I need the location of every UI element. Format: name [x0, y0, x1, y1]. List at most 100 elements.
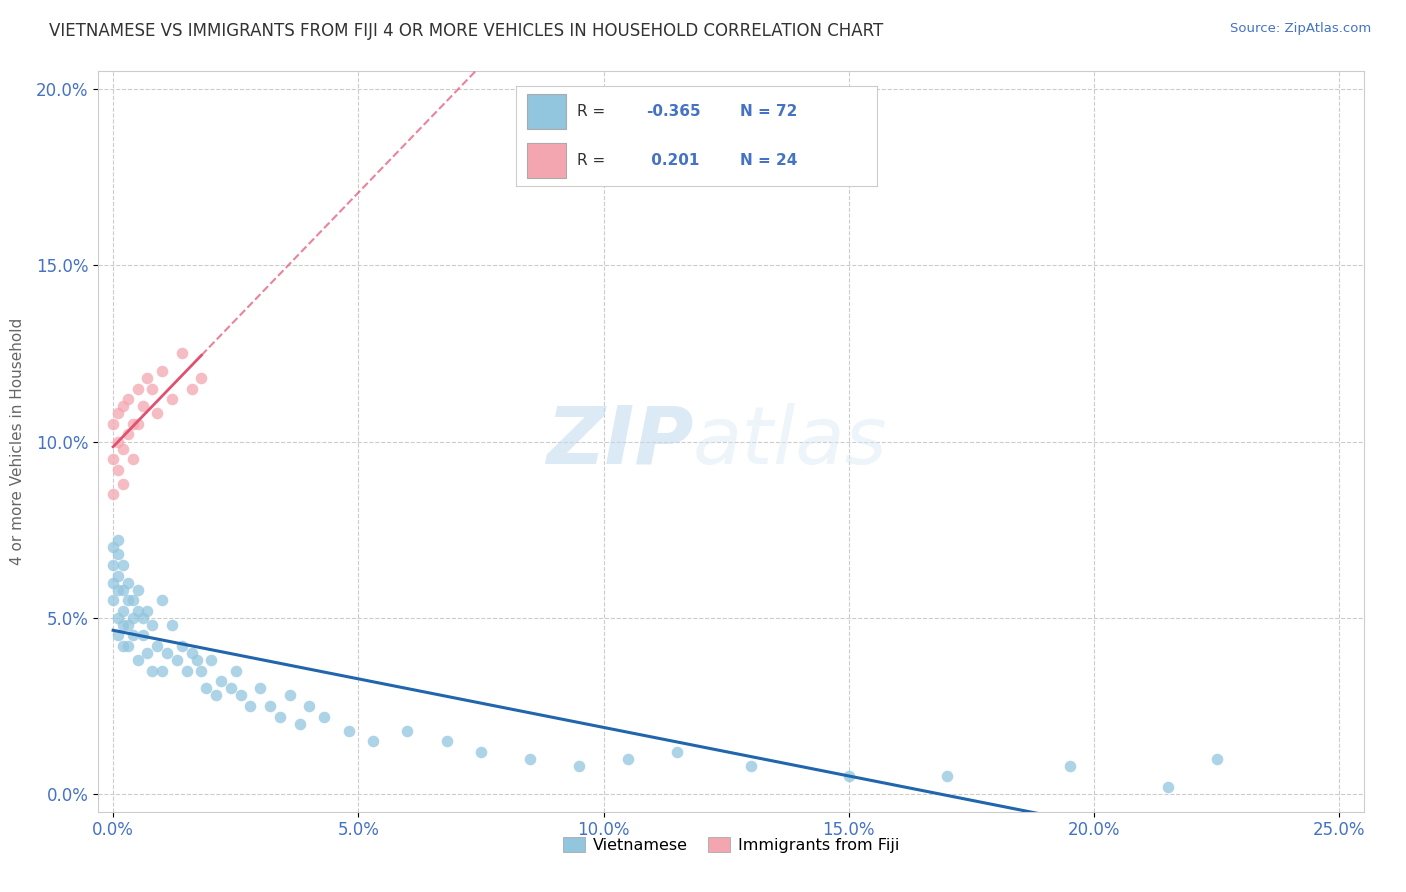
Point: [249, 681, 271, 696]
Point: [117, 575, 139, 590]
Point: [107, 628, 129, 642]
Point: [239, 698, 262, 713]
Point: [195, 681, 218, 696]
Point: [121, 593, 143, 607]
Point: [111, 558, 134, 572]
Point: [146, 406, 169, 420]
Point: [107, 434, 129, 449]
Point: [288, 716, 311, 731]
Point: [136, 604, 159, 618]
Point: [838, 769, 860, 783]
Point: [117, 618, 139, 632]
Point: [111, 618, 134, 632]
Point: [107, 547, 129, 561]
Point: [111, 399, 134, 413]
Point: [361, 734, 384, 748]
Point: [170, 346, 193, 360]
Point: [121, 417, 143, 431]
Point: [127, 653, 149, 667]
Point: [166, 653, 188, 667]
Point: [519, 752, 541, 766]
Point: [568, 759, 591, 773]
Legend: Vietnamese, Immigrants from Fiji: Vietnamese, Immigrants from Fiji: [557, 830, 905, 859]
Point: [127, 417, 149, 431]
Point: [101, 487, 124, 501]
Point: [127, 382, 149, 396]
Point: [141, 664, 163, 678]
Point: [107, 533, 129, 548]
Point: [101, 558, 124, 572]
Point: [101, 417, 124, 431]
Point: [740, 759, 762, 773]
Point: [121, 611, 143, 625]
Point: [107, 568, 129, 582]
Point: [136, 371, 159, 385]
Point: [131, 611, 153, 625]
Point: [107, 463, 129, 477]
Text: Source: ZipAtlas.com: Source: ZipAtlas.com: [1230, 22, 1371, 36]
Point: [180, 646, 202, 660]
Point: [117, 427, 139, 442]
Point: [180, 382, 202, 396]
Point: [150, 364, 173, 378]
Point: [150, 593, 173, 607]
Text: VIETNAMESE VS IMMIGRANTS FROM FIJI 4 OR MORE VEHICLES IN HOUSEHOLD CORRELATION C: VIETNAMESE VS IMMIGRANTS FROM FIJI 4 OR …: [49, 22, 883, 40]
Point: [117, 639, 139, 653]
Point: [229, 689, 252, 703]
Point: [225, 664, 247, 678]
Point: [121, 628, 143, 642]
Point: [136, 646, 159, 660]
Point: [127, 604, 149, 618]
Point: [107, 582, 129, 597]
Point: [121, 452, 143, 467]
Point: [396, 723, 419, 738]
Point: [1205, 752, 1227, 766]
Y-axis label: 4 or more Vehicles in Household: 4 or more Vehicles in Household: [10, 318, 25, 566]
Point: [131, 399, 153, 413]
Point: [101, 593, 124, 607]
Point: [101, 575, 124, 590]
Point: [1059, 759, 1081, 773]
Point: [190, 371, 212, 385]
Point: [170, 639, 193, 653]
Point: [131, 628, 153, 642]
Point: [111, 582, 134, 597]
Point: [101, 452, 124, 467]
Point: [278, 689, 301, 703]
Point: [666, 745, 689, 759]
Point: [141, 382, 163, 396]
Point: [209, 674, 232, 689]
Text: ZIP: ZIP: [546, 402, 693, 481]
Text: atlas: atlas: [693, 402, 889, 481]
Point: [111, 639, 134, 653]
Point: [219, 681, 242, 696]
Point: [470, 745, 492, 759]
Point: [312, 709, 335, 723]
Point: [337, 723, 360, 738]
Point: [186, 653, 208, 667]
Point: [111, 442, 134, 456]
Point: [436, 734, 458, 748]
Point: [176, 664, 198, 678]
Point: [141, 618, 163, 632]
Point: [111, 476, 134, 491]
Point: [1156, 780, 1178, 794]
Point: [156, 646, 179, 660]
Point: [107, 406, 129, 420]
Point: [205, 689, 228, 703]
Point: [160, 392, 183, 407]
Point: [269, 709, 291, 723]
Point: [117, 593, 139, 607]
Point: [935, 769, 957, 783]
Point: [160, 618, 183, 632]
Point: [259, 698, 281, 713]
Point: [200, 653, 222, 667]
Point: [107, 611, 129, 625]
Point: [117, 392, 139, 407]
Point: [127, 582, 149, 597]
Point: [111, 604, 134, 618]
Point: [190, 664, 212, 678]
Point: [146, 639, 169, 653]
Point: [101, 541, 124, 555]
Point: [150, 664, 173, 678]
